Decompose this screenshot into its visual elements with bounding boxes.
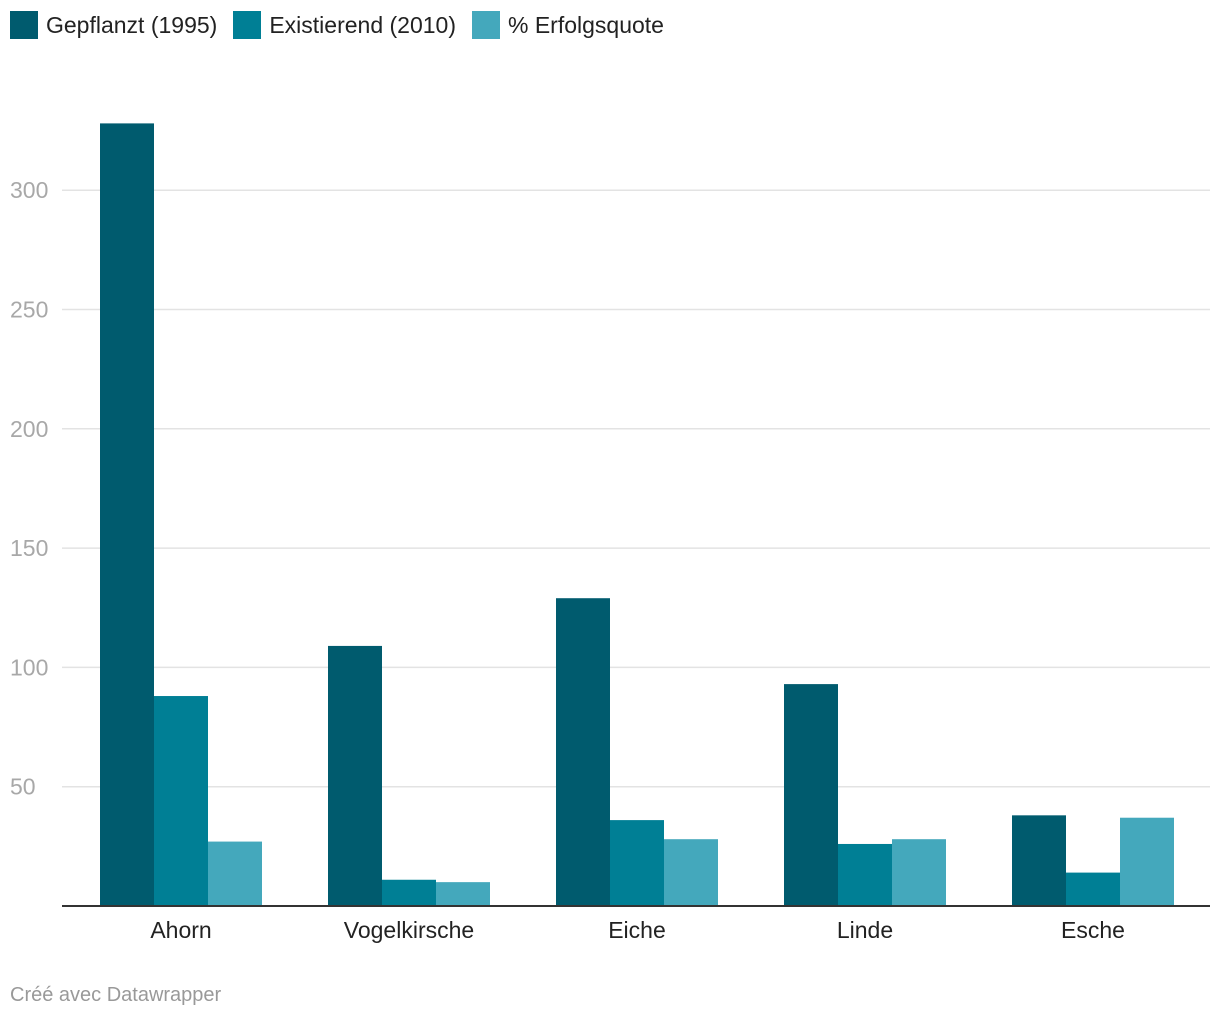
grid-layer: 50 100 150 200 250 300 (10, 177, 1210, 800)
bar-eiche-series-0 (556, 598, 610, 906)
bar-esche-series-1 (1066, 872, 1120, 906)
bar-ahorn-series-2 (208, 841, 262, 906)
y-tick-label-50: 50 (10, 774, 36, 800)
x-tick-label-esche: Esche (1061, 917, 1125, 943)
bar-esche-series-0 (1012, 815, 1066, 906)
y-tick-label-250: 250 (10, 297, 48, 323)
legend-item-erfolgsquote: % Erfolgsquote (471, 11, 664, 39)
legend-label-existierend: Existierend (2010) (269, 11, 456, 38)
x-tick-label-linde: Linde (837, 917, 893, 943)
legend-item-gepflanzt: Gepflanzt (1995) (10, 11, 217, 39)
legend-swatch-existierend (233, 11, 262, 39)
bar-eiche-series-2 (664, 839, 718, 906)
bar-ahorn-series-1 (154, 696, 208, 906)
bar-vogelkirsche-series-0 (328, 645, 382, 906)
bar-esche-series-2 (1120, 817, 1174, 906)
x-tick-label-eiche: Eiche (608, 917, 666, 943)
y-tick-label-200: 200 (10, 416, 48, 442)
bars-layer (100, 123, 1174, 907)
legend-swatch-gepflanzt (10, 11, 38, 39)
bar-linde-series-0 (784, 684, 838, 906)
bar-vogelkirsche-series-2 (436, 882, 490, 906)
y-tick-label-100: 100 (10, 654, 48, 680)
x-tick-label-vogelkirsche: Vogelkirsche (344, 917, 474, 943)
legend-swatch-erfolgsquote (471, 11, 500, 39)
footer-credit: Créé avec Datawrapper (10, 984, 222, 1006)
bar-ahorn-series-0 (100, 123, 154, 907)
legend-item-existierend: Existierend (2010) (233, 11, 456, 39)
chart-legend: Gepflanzt (1995) Existierend (2010) % Er… (10, 10, 680, 40)
y-tick-label-300: 300 (10, 177, 48, 203)
bar-eiche-series-1 (610, 820, 664, 906)
x-tick-label-ahorn: Ahorn (150, 917, 211, 943)
legend-label-erfolgsquote: % Erfolgsquote (507, 11, 664, 38)
bar-linde-series-2 (892, 839, 946, 906)
legend-label-gepflanzt: Gepflanzt (1995) (46, 11, 218, 38)
bar-vogelkirsche-series-1 (382, 879, 436, 906)
axis-layer: Ahorn Vogelkirsche Eiche Linde Esche (62, 905, 1210, 943)
y-tick-label-150: 150 (10, 535, 48, 561)
bar-linde-series-1 (838, 843, 892, 906)
